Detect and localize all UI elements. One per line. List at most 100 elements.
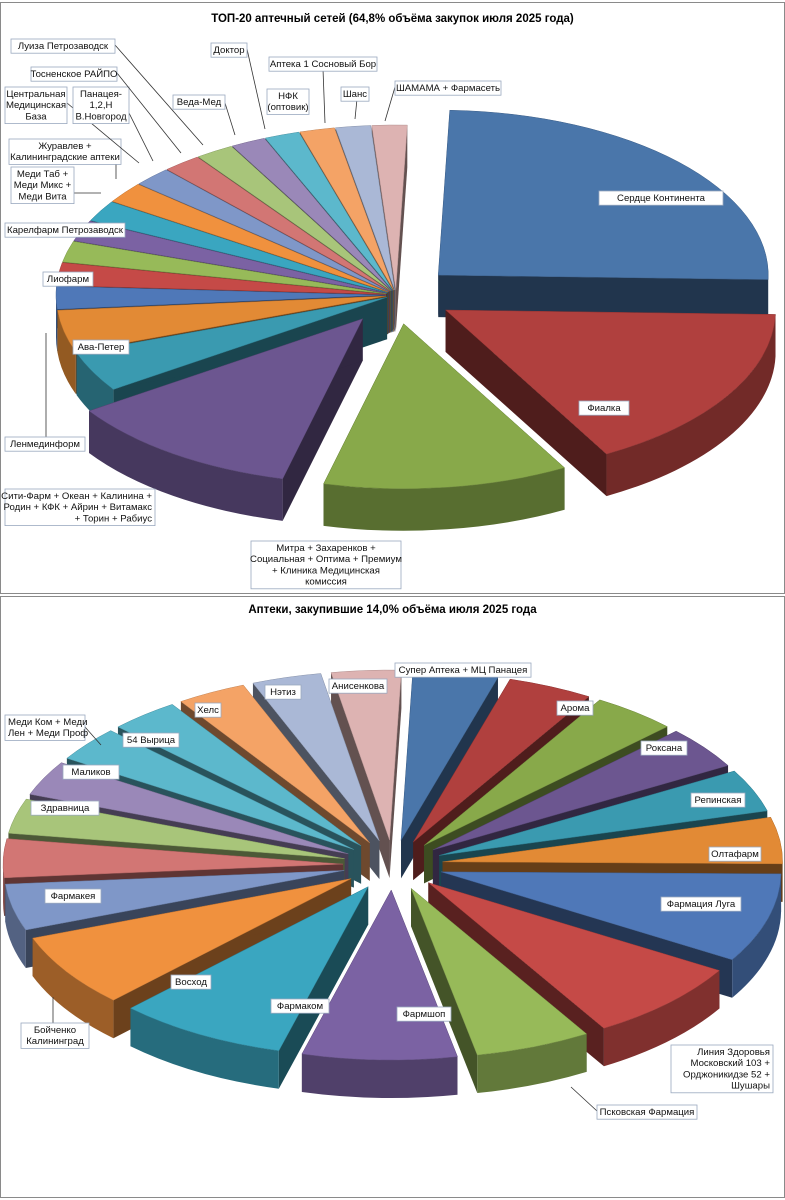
slice-анисенкова-20-body <box>331 670 402 879</box>
label-box <box>30 66 118 82</box>
label-box <box>8 138 122 165</box>
slice-панацея-1-2-н-в-новгород-11 <box>111 184 389 293</box>
data-label-лиофарм-6: Лиофарм <box>42 271 94 287</box>
label-text: Восход <box>175 977 207 988</box>
slice-хелс-18 <box>180 684 370 844</box>
data-label-олтафарм-4: Олтафарм <box>708 846 762 862</box>
chart-title: ТОП-20 аптечный сетей (64,8% объёма заку… <box>211 13 574 25</box>
data-label-меди-таб-меди-микс-меди-вита-8: Меди Таб + Меди Микс + Меди Вита <box>10 166 101 204</box>
data-label-роксана-2: Роксана <box>640 740 688 756</box>
slice-митра-захаренков-социальная-оптима-преми-2 <box>323 323 566 489</box>
label-box <box>44 888 102 904</box>
slice-маликов-15 <box>29 762 349 855</box>
label-text: Нэтиз <box>270 687 296 698</box>
label-text: Фиалка <box>587 403 621 414</box>
label-text: Бойченко Калининград <box>26 1025 84 1047</box>
slice-фармшоп-8 <box>410 888 588 1056</box>
label-box <box>4 488 156 526</box>
leader-line <box>354 98 358 120</box>
label-box <box>690 792 746 808</box>
label-box <box>578 400 630 416</box>
label-box <box>250 540 402 590</box>
label-text: Супер Аптека + МЦ Панацея <box>399 665 528 676</box>
leader-line <box>84 726 102 746</box>
data-label-фармация-луга-5: Фармация Луга <box>660 896 742 912</box>
data-label-фармакея-12: Фармакея <box>44 888 102 904</box>
data-label-восход-10: Восход <box>170 974 212 990</box>
label-box <box>670 1044 774 1094</box>
data-label-панацея-1-2-н-в-новгород-11: Панацея-1,2,Н В.Новгород <box>72 86 154 162</box>
slice-radial-face <box>389 670 402 879</box>
data-label-фиалка-1: Фиалка <box>578 400 630 416</box>
label-text: Маликов <box>71 767 110 778</box>
slice-outer-face <box>301 1054 458 1098</box>
data-label-карелфарм-петрозаводск-7: Карелфарм Петрозаводск <box>4 222 126 238</box>
data-label-репинская-3: Репинская <box>690 792 746 808</box>
label-box <box>4 436 86 452</box>
label-text: Арома <box>560 703 590 714</box>
slice-тосненское-райпо-12 <box>138 169 389 292</box>
label-text: Доктор <box>213 45 244 56</box>
label-text: Ленмединформ <box>10 439 80 450</box>
label-box <box>170 974 212 990</box>
slice-outer-face <box>603 970 720 1067</box>
label-box <box>270 998 330 1014</box>
slice-олтафарм-4 <box>439 770 768 856</box>
data-label-луиза-петрозаводск-13: Луиза Петрозаводск <box>10 38 204 146</box>
label-text: Веда-Мед <box>177 97 222 108</box>
data-label-сити-фарм-океан-калинина-родин-кфк-айрин-3: Сити-Фарм + Океан + Калинина + Родин + КФ… <box>1 488 156 526</box>
label-box <box>210 42 248 58</box>
data-label-меди-ком-меди-лен-меди-проф-16: Меди Ком + Меди Лен + Меди Проф <box>4 714 102 746</box>
label-text: Аптека 1 Сосновый Бор <box>270 59 376 70</box>
label-text: Хелс <box>197 705 219 716</box>
slice-radial-face <box>282 318 363 521</box>
slice-radial-face <box>278 886 369 1089</box>
data-label-54-вырица-17: 54 Вырица <box>122 732 180 748</box>
label-text: Панацея-1,2,Н В.Новгород <box>75 89 127 122</box>
label-box <box>4 86 68 124</box>
leader-line <box>322 68 326 124</box>
label-text: ШАМАМА + Фармасеть <box>396 83 500 94</box>
label-text: Сити-Фарм + Океан + Калинина + Родин + КФ… <box>1 491 152 524</box>
label-text: Шанс <box>343 89 367 100</box>
slice-outer-face <box>32 938 114 1039</box>
slice-сити-фарм-океан-калинина-родин-кфк-айрин-3 <box>88 318 364 480</box>
label-box <box>340 86 370 102</box>
label-text: Роксана <box>646 743 683 754</box>
slice-роксана-2 <box>423 699 668 846</box>
data-label-веда-мед-14: Веда-Мед <box>172 94 236 136</box>
slice-unlabeled-13 <box>2 838 344 879</box>
data-label-сердце-континента-0: Сердце Континента <box>598 190 724 206</box>
slice-radial-face <box>411 888 478 1094</box>
label-box <box>194 702 222 718</box>
slice-веда-мед-14 <box>197 146 391 291</box>
pharmacies-pie-chart: Аптеки, закупившие 14,0% объёма июля 202… <box>2 604 783 1120</box>
label-text: Сердце Континента <box>617 193 706 204</box>
data-labels: Супер Аптека + МЦ Панацея Арома Роксана Реп… <box>4 662 774 1120</box>
slice-tops <box>2 669 783 1061</box>
label-box <box>4 222 126 238</box>
data-label-хелс-18: Хелс <box>194 702 222 718</box>
label-text: Псковская Фармация <box>600 1107 695 1118</box>
slice-линия-здоровья-московский-103-орджоникид-6 <box>441 871 782 960</box>
label-text: Здравница <box>41 803 90 814</box>
label-text: Меди Таб + Меди Микс + Меди Вита <box>14 169 72 202</box>
label-box <box>598 190 724 206</box>
leader-line <box>114 44 204 146</box>
label-box <box>266 88 310 115</box>
data-label-анисенкова-20: Анисенкова <box>328 678 388 694</box>
slice-radial-face <box>331 672 390 879</box>
data-label-доктор-15: Доктор <box>210 42 266 130</box>
slice-outer-face <box>323 467 565 531</box>
label-box <box>122 732 180 748</box>
slice-меди-таб-меди-микс-меди-вита-8 <box>62 241 387 294</box>
data-label-нфк-оптовик-16: НФК (оптовик) <box>266 88 310 115</box>
label-box <box>10 38 116 54</box>
label-box <box>72 339 130 355</box>
slice-outer-face <box>5 884 26 968</box>
label-box <box>396 1006 452 1022</box>
slice-нэтиз-19 <box>252 673 380 842</box>
label-box <box>394 662 532 678</box>
label-text: Фармация Луга <box>667 899 736 910</box>
data-label-линия-здоровья-московский-103-орджоникид-6: Линия Здоровья Московский 103 + Орджоникид… <box>670 1044 774 1094</box>
